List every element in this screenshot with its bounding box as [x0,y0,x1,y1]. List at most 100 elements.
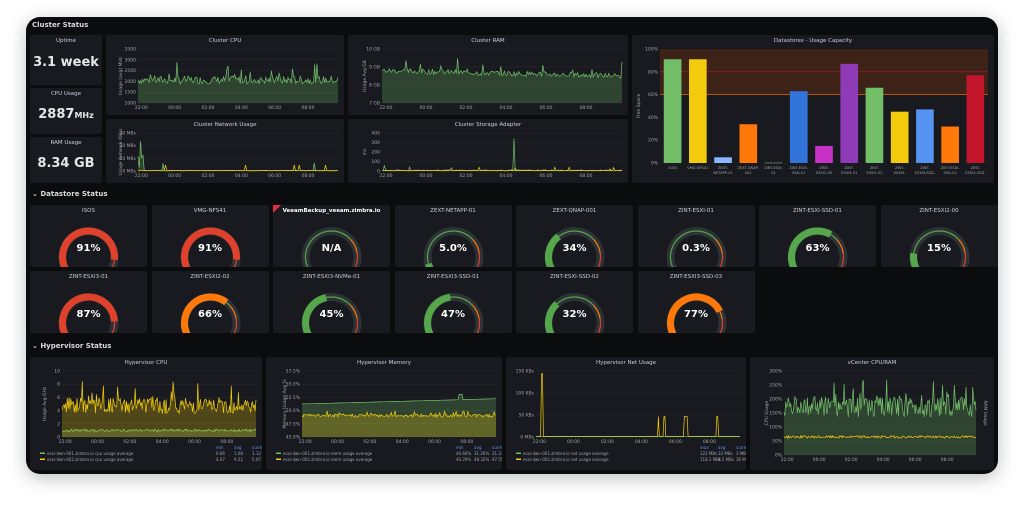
gauge-threshold-orange [471,238,480,254]
gauge-panel[interactable]: ZINT-ESXI3-SSD-01 47% [394,271,512,333]
section-title-cluster[interactable]: Cluster Status [32,21,89,29]
gauge-value: 77% [684,309,708,320]
gauge-value: 15% [927,243,951,254]
panel-hypervisor-cpu[interactable]: Hypervisor CPU 10 8 6 4 2 0 22:00 00:00 02:00 04:… [30,357,262,470]
gauge-panel[interactable]: ZINT-ESXI2-00 15% [880,205,998,267]
x-tick-label: 06:00 [540,173,553,179]
category-label: ESXI3- [894,171,906,175]
gauge-threshold-red [962,253,966,267]
gauge-title: ZINT-ESXI2-00 [919,208,959,214]
y-tick-label: 10 GB [366,47,380,53]
x-tick-label: 04:00 [235,173,248,179]
gauge-panel[interactable]: ISOS 91% [30,205,147,267]
category-label: SSD-01 [792,171,805,175]
legend-header: max [700,445,709,450]
y-tick-label: 55.0% [286,382,301,388]
gauge-value-arc [180,293,228,333]
y-tick-label: 50 KBs [518,413,534,419]
legend-swatch [516,452,521,454]
y-tick-label: 0 [377,169,380,175]
panel-cluster-cpu[interactable]: Cluster CPU 3500 3000 2500 2000 1500 1000 22:0… [106,35,344,115]
gauge-value-arc [545,301,560,333]
y-tick-label: 0% [651,161,659,167]
legend-header: avg [718,445,726,450]
x-tick-label: 06:00 [188,439,201,445]
x-tick-label: 08:00 [460,439,473,445]
legend-header: current [252,445,262,450]
panel-hypervisor-net[interactable]: Hypervisor Net Usage 150 KBs 100 KBs 50 KB… [506,357,746,470]
y-tick-label: 300% [769,369,783,375]
bar [714,157,732,163]
section-title-hypervisor[interactable]: ⌄ Hypervisor Status [32,342,112,350]
stat-cpu-title: CPU Usage [50,91,82,97]
gauge-title: ZINT-ESXI-SSD-02 [550,274,599,280]
x-tick-label: 04:00 [235,105,248,111]
gauge-panel[interactable]: ZEXT-NETAPP-01 5.0% [394,205,512,267]
y-axis-label: CPU Usage [764,400,770,425]
y-tick-label: 8 [57,382,60,388]
y-tick-label: 3500 [125,47,137,53]
legend-value: 33 MBs [718,451,733,456]
y-tick-label: 1000 [125,101,137,107]
bar [689,59,707,163]
x-tick-label: 22:00 [59,439,72,445]
dashboard-frame: Cluster Status Uptime 3.1 week CPU Usage… [26,17,998,474]
gauge-value: 45% [319,309,344,320]
legend-header: min [216,445,224,450]
y-tick-label: 100 KBs [516,391,535,397]
legend-header: current [736,445,746,450]
bar [941,126,959,163]
gauge-threshold-red [233,319,237,333]
category-label: ISOS [668,166,677,170]
x-tick-label: 00:00 [813,457,826,463]
gauge-panel[interactable]: ZINT-ESXI-SSD-01 63% [759,205,876,267]
gauge-panel[interactable]: VMG-NFS41 91% [151,205,269,267]
y-tick-label: 4 [57,408,60,414]
y-tick-label: 100% [769,425,783,431]
x-tick-label: 00:00 [168,105,181,111]
legend-value: 4.07 [216,457,225,462]
category-label: SSD-02 [944,171,957,175]
panel-title: Hypervisor Memory [357,360,411,366]
gauge-title: VeeamBackup_veeam.zimbra.io [282,208,381,214]
gauge-panel[interactable]: ZINT-ESXI-01 0.3% [637,205,755,267]
gauge-title: ZINT-ESXI2-02 [190,274,230,280]
y-tick-label: 400 [371,131,380,137]
y-tick-label: 0 MBs [520,435,534,441]
y-tick-label: 0 [57,435,60,441]
gauge-threshold-red [354,319,359,333]
category-label: ZINT- [870,166,880,170]
legend-swatch [516,458,521,460]
gauge-title: ZEXT-QNAP-001 [552,208,597,214]
y-tick-label: 60% [648,92,659,98]
category-label: 01 [771,171,776,175]
legend-value: 122 MBs [700,451,717,456]
gauge-threshold-orange [471,304,480,320]
panel-cluster-storage[interactable]: Cluster Storage Adapter 400 300 200 100 0 22:… [348,119,628,183]
panel-datastore-capacity[interactable]: Datastores - Usage Capacity 100% 80% 60% 40… [632,35,994,183]
alert-flag-icon[interactable] [273,205,281,213]
gauge-panel[interactable]: ZINT-ESXI2-02 66% [151,271,269,333]
gauge-panel[interactable]: ZEXT-QNAP-001 34% [516,205,633,267]
vc-series-2 [783,434,977,440]
gauge-panel[interactable]: ZINT-ESXI3-SSD-03 77% [637,271,755,333]
panel-hypervisor-memory[interactable]: Hypervisor Memory 57.5% 55.0% 52.5% 50.0% 47… [266,357,502,470]
category-label: ZEXT-QNAP- [737,166,759,170]
x-tick-label: 02:00 [202,105,215,111]
gauge-threshold-orange [228,304,237,320]
gauge-panel[interactable]: VeeamBackup_veeam.zimbra.io N/A [273,205,390,267]
legend-swatch [276,452,281,454]
y-tick-label: 10 MBs [120,156,137,162]
category-label: ESXI2-00 [816,171,833,175]
gauge-value: 34% [562,243,587,254]
panel-cluster-network[interactable]: Cluster Network Usage 30 MBs 20 MBs 10 MBs… [106,119,344,183]
panel-vcenter[interactable]: vCenter CPU/RAM 300% 250% 200% 150% 100% 50% 0… [750,357,994,470]
gauge-panel[interactable]: ZINT-ESXI-SSD-02 32% [516,271,633,333]
legend-swatch [276,458,281,460]
gauge-panel[interactable]: ZINT-ESXI3-01 87% [30,271,147,333]
panel-cluster-ram[interactable]: Cluster RAM 10 GB 9 GB 8 GB 7 GB 22:00 00:00 0… [348,35,628,115]
section-title-datastore[interactable]: ⌄ Datastore Status [32,190,108,198]
gauge-panel[interactable]: ZINT-ESXI3-NVMe-01 45% [273,271,390,333]
category-label: ZINT- [971,166,981,170]
